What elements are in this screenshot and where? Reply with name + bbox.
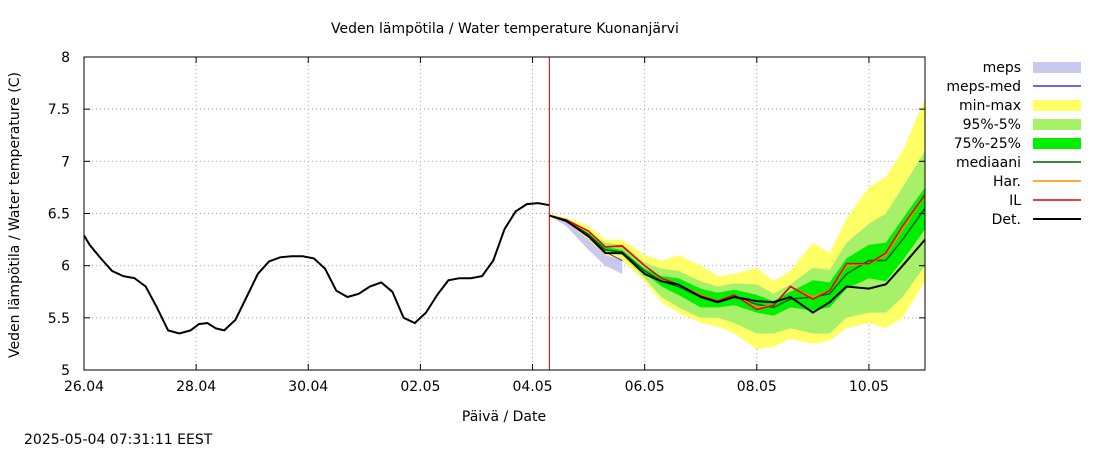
y-tick-label: 8: [61, 50, 70, 66]
x-axis-label: Päivä / Date: [462, 409, 546, 425]
legend-swatch: [1033, 100, 1081, 111]
legend-swatch: [1033, 62, 1081, 73]
x-tick-label: 04.05: [512, 379, 552, 395]
plot-inner: [84, 57, 925, 370]
x-tick-label: 02.05: [400, 379, 440, 395]
legend-item-har: Har.: [993, 174, 1081, 190]
legend-label: 75%-25%: [954, 136, 1021, 152]
y-tick-label: 5.5: [48, 311, 70, 327]
legend-label: meps: [983, 60, 1021, 76]
legend-swatch: [1033, 119, 1081, 130]
il-line: [549, 194, 925, 311]
x-tick-label: 28.04: [176, 379, 216, 395]
x-tick-label: 30.04: [288, 379, 328, 395]
y-tick-label: 7: [61, 154, 70, 170]
legend-swatch: [1033, 138, 1081, 149]
axes: 26.04 28.04 30.04 02.05 04.05 06.05 08.05 10.05…: [48, 50, 926, 395]
legend-label: Har.: [993, 174, 1021, 190]
legend-item-mediaani: mediaani: [956, 155, 1081, 171]
legend-item-det: Det.: [992, 212, 1081, 228]
y-tick-label: 5: [61, 363, 70, 379]
legend-label: Det.: [992, 212, 1021, 228]
y-axis-label: Veden lämpötila / Water temperature (C): [7, 72, 23, 358]
legend-item-p75_25: 75%-25%: [954, 136, 1081, 152]
x-tick-label: 08.05: [737, 379, 777, 395]
x-tick-label: 06.05: [625, 379, 665, 395]
legend: meps meps-med min-max 95%-5% 75%-25% mediaani…: [946, 60, 1081, 228]
y-tick-label: 6: [61, 259, 70, 275]
meps-band: [549, 215, 623, 274]
plot-area: [84, 57, 925, 370]
legend-item-meps_med: meps-med: [946, 79, 1081, 95]
legend-item-il: IL: [1009, 193, 1081, 209]
observed-line: [84, 202, 550, 335]
legend-label: min-max: [959, 98, 1021, 114]
legend-item-minmax: min-max: [959, 98, 1081, 114]
y-tick-label: 6.5: [48, 207, 70, 223]
x-tick-label: 10.05: [849, 379, 889, 395]
p75-25-band: [549, 187, 925, 316]
legend-label: IL: [1009, 193, 1021, 209]
det-line: [549, 214, 925, 314]
x-tick-label: 26.04: [64, 379, 104, 395]
timestamp: 2025-05-04 07:31:11 EEST: [24, 432, 213, 448]
y-tick-label: 7.5: [48, 102, 70, 118]
legend-item-meps: meps: [983, 60, 1081, 76]
chart-title: Veden lämpötila / Water temperature Kuon…: [331, 21, 679, 37]
legend-label: 95%-5%: [963, 117, 1021, 133]
legend-label: mediaani: [956, 155, 1021, 171]
legend-item-p95_5: 95%-5%: [963, 117, 1081, 133]
legend-label: meps-med: [946, 79, 1021, 95]
